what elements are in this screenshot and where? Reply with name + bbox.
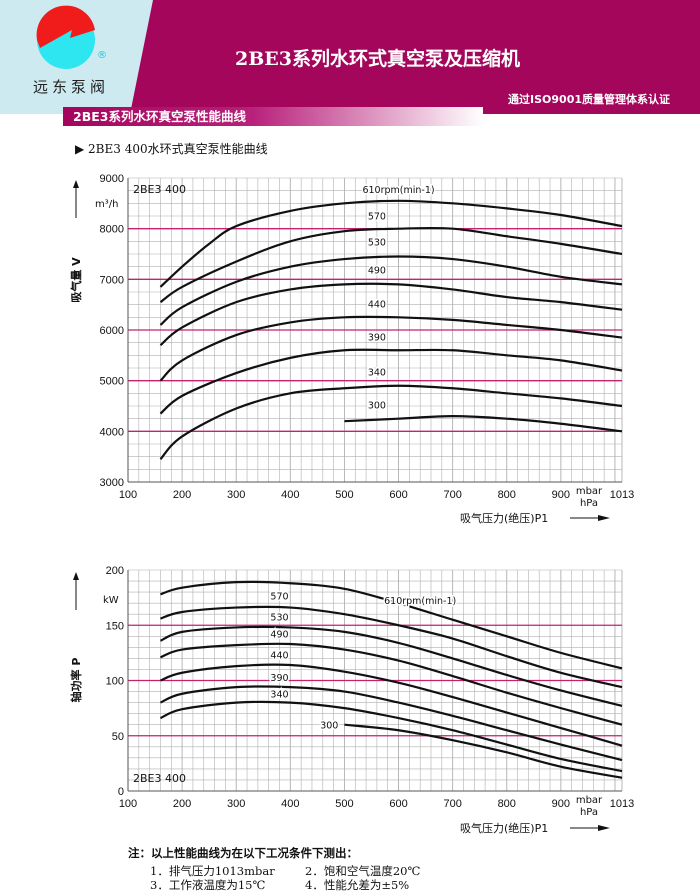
x-tick-label: 300 <box>227 489 245 501</box>
curve-530rpm <box>159 255 623 326</box>
curve-340rpm <box>159 700 623 773</box>
curve-label: 530 <box>270 612 288 623</box>
curve-570rpm <box>160 605 623 689</box>
x-tick-label: 500 <box>335 798 353 810</box>
logo-icon <box>36 5 95 69</box>
x-tick-label: 400 <box>281 489 299 501</box>
brand-name: 远东泵阀 <box>33 78 110 96</box>
x-tick-label: 100 <box>119 798 137 810</box>
x-axis-label: 吸气压力(绝压)P1 <box>460 821 548 835</box>
curve-490rpm <box>159 282 623 347</box>
note-item: 3．工作液温度为15℃ <box>150 878 266 892</box>
y-tick-label: 9000 <box>100 173 124 185</box>
x-unit-hpa: hPa <box>580 807 598 818</box>
x-tick-label: 1013 <box>610 798 634 810</box>
x-tick-label: 100 <box>119 489 137 501</box>
x-tick-label: 600 <box>389 798 407 810</box>
y-tick-label: 5000 <box>100 376 124 388</box>
curve-label: 300 <box>368 401 386 412</box>
chart-model-label: 2BE3 400 <box>133 772 186 785</box>
curve-label: 610rpm(min-1) <box>384 596 456 607</box>
curve-label: 570 <box>270 592 288 603</box>
x-tick-label: 500 <box>335 489 353 501</box>
x-unit-mbar: mbar <box>576 795 603 806</box>
x-tick-label: 700 <box>443 798 461 810</box>
notes-heading: 注：以上性能曲线为在以下工况条件下测出： <box>128 846 358 860</box>
curve-390rpm <box>159 348 623 415</box>
x-unit-mbar: mbar <box>576 486 603 497</box>
curve-530rpm <box>159 625 623 707</box>
section-title: 2BE3系列水环真空泵性能曲线 <box>63 107 483 126</box>
y-tick-label: 200 <box>106 565 124 577</box>
y-tick-label: 6000 <box>100 325 124 337</box>
certification-text: 通过ISO9001质量管理体系认证 <box>508 93 670 106</box>
y-tick-label: 3000 <box>100 477 124 489</box>
chart-subtitle: ▶ 2BE3 400水环式真空泵性能曲线 <box>75 142 268 156</box>
curve-570rpm <box>159 226 623 304</box>
curve-label: 490 <box>270 629 288 640</box>
x-tick-label: 900 <box>552 489 570 501</box>
y-tick-label: 100 <box>106 676 124 688</box>
curve-label: 390 <box>270 673 288 684</box>
curve-label: 440 <box>368 299 386 310</box>
curve-440rpm <box>159 315 623 382</box>
y-tick-label: 4000 <box>100 426 124 438</box>
x-tick-label: 800 <box>498 489 516 501</box>
x-axis-label: 吸气压力(绝压)P1 <box>460 511 548 525</box>
y-unit-label: m³/h <box>95 199 118 210</box>
y-axis-label: 吸气量 V <box>69 257 83 303</box>
x-tick-label: 200 <box>173 489 191 501</box>
y-tick-label: 150 <box>106 620 124 632</box>
x-tick-label: 300 <box>227 798 245 810</box>
y-tick-label: 0 <box>118 786 124 798</box>
curve-340rpm <box>159 384 623 460</box>
curve-6101rpm <box>159 199 623 288</box>
curve-440rpm <box>160 663 623 747</box>
y-tick-label: 7000 <box>100 274 124 286</box>
curve-label: 490 <box>368 265 386 276</box>
y-unit-label: kW <box>103 595 119 606</box>
x-tick-label: 600 <box>389 489 407 501</box>
page-title: 2BE3系列水环式真空泵及压缩机 <box>235 48 520 70</box>
y-tick-label: 8000 <box>100 224 124 236</box>
note-item: 1．排气压力1013mbar <box>150 864 275 878</box>
x-axis-arrowhead-icon <box>598 825 610 831</box>
x-tick-label: 1013 <box>610 489 634 501</box>
curve-390rpm <box>159 685 623 762</box>
curve-label: 610rpm(min-1) <box>362 185 434 196</box>
note-item: 4．性能允差为±5% <box>305 878 410 892</box>
logo-panel <box>0 0 153 114</box>
curve-490rpm <box>160 642 623 726</box>
curve-label: 390 <box>368 332 386 343</box>
curve-label: 300 <box>320 721 338 732</box>
curve-300rpm <box>344 415 623 433</box>
x-tick-label: 800 <box>498 798 516 810</box>
x-unit-hpa: hPa <box>580 498 598 509</box>
x-tick-label: 700 <box>443 489 461 501</box>
curve-300rpm <box>344 723 623 779</box>
curve-label: 340 <box>368 368 386 379</box>
x-tick-label: 200 <box>173 798 191 810</box>
y-tick-label: 50 <box>112 731 124 743</box>
chart-model-label: 2BE3 400 <box>133 183 186 196</box>
curve-6101rpm <box>160 580 623 670</box>
curve-label: 570 <box>368 212 386 223</box>
y-axis-arrowhead-icon <box>73 572 79 580</box>
curve-label: 440 <box>270 650 288 661</box>
x-tick-label: 900 <box>552 798 570 810</box>
x-tick-label: 400 <box>281 798 299 810</box>
x-axis-arrowhead-icon <box>598 515 610 521</box>
curve-label: 530 <box>368 238 386 249</box>
registered-mark: ® <box>97 50 107 61</box>
note-item: 2．饱和空气温度20℃ <box>305 864 421 878</box>
y-axis-label: 轴功率 P <box>69 658 83 703</box>
curve-label: 340 <box>270 690 288 701</box>
y-axis-arrowhead-icon <box>73 180 79 188</box>
